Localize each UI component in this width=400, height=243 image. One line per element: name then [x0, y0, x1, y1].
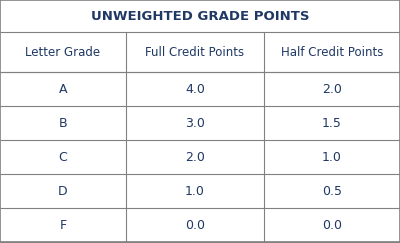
Text: A: A	[59, 83, 67, 95]
Text: 1.5: 1.5	[322, 116, 342, 130]
Text: 3.0: 3.0	[185, 116, 205, 130]
Text: Full Credit Points: Full Credit Points	[146, 45, 244, 59]
Text: C: C	[59, 150, 67, 164]
Text: 0.5: 0.5	[322, 184, 342, 198]
Text: 1.0: 1.0	[322, 150, 342, 164]
Text: Half Credit Points: Half Credit Points	[281, 45, 383, 59]
Text: 0.0: 0.0	[185, 218, 205, 232]
Text: D: D	[58, 184, 68, 198]
Text: 2.0: 2.0	[185, 150, 205, 164]
Text: 2.0: 2.0	[322, 83, 342, 95]
Text: F: F	[60, 218, 66, 232]
Text: 0.0: 0.0	[322, 218, 342, 232]
Text: Letter Grade: Letter Grade	[26, 45, 100, 59]
Text: 1.0: 1.0	[185, 184, 205, 198]
Text: UNWEIGHTED GRADE POINTS: UNWEIGHTED GRADE POINTS	[91, 9, 309, 23]
Text: B: B	[59, 116, 67, 130]
Text: 4.0: 4.0	[185, 83, 205, 95]
